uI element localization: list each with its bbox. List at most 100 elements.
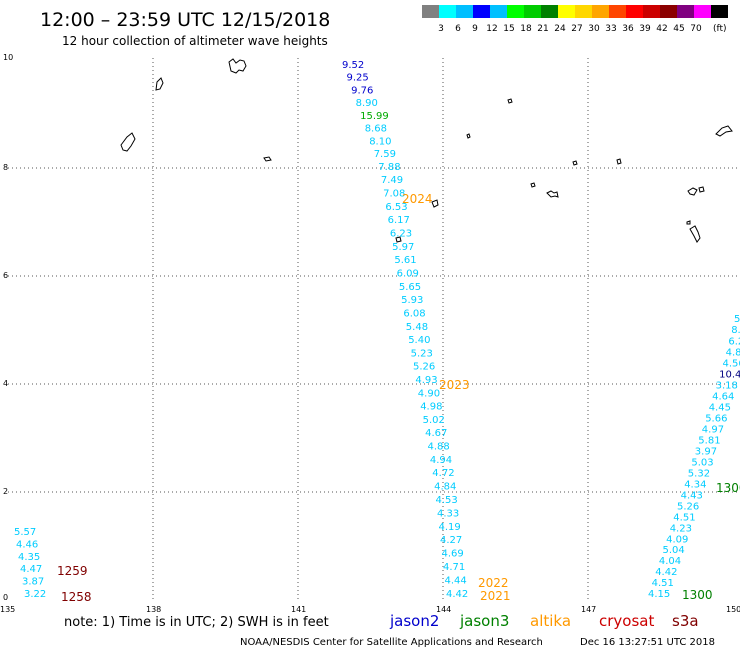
swh-value: 4.71 [443,562,465,573]
time-label: 1300 [716,481,740,495]
swh-value: 5.40 [408,335,430,346]
swh-value: 5.26 [413,362,435,373]
swh-value: 4.84 [434,482,456,493]
legend-label: 18 [520,24,532,34]
swh-value: 4.15 [648,589,670,600]
legend-swatch [609,5,626,18]
swh-value: 5.81 [698,436,720,447]
island-outline [616,158,622,165]
longitude-tick: 150 [726,605,740,614]
satellite-name: jason2 [389,612,439,630]
footer-note: note: 1) Time is in UTC; 2) SWH is in fe… [64,615,329,630]
legend-swatch [422,5,439,18]
swh-value: 15.99 [360,111,389,122]
swh-value: 8.90 [356,98,378,109]
axis-ticks: 135 138 141 144 147 150 0 2 4 6 8 10 [0,53,740,614]
time-label: 2023 [439,378,470,392]
legend-swatch [626,5,643,18]
island-outline [228,58,247,74]
swh-value: 4.90 [418,388,440,399]
swh-value: 3.97 [695,447,717,458]
swh-value: 5.57 [14,527,36,538]
legend-swatch [677,5,694,18]
swh-value: 4.45 [709,403,731,414]
latitude-tick: 6 [3,271,8,280]
latitude-tick: 2 [3,487,8,496]
swh-value: 5.23 [411,348,433,359]
legend-label: 3 [438,24,444,34]
time-label: 1300 [682,588,713,602]
swh-value: 3.87 [22,577,44,588]
swh-value: 4.97 [702,425,724,436]
island-outline [263,156,272,162]
swh-value: 5.03 [691,458,713,469]
swh-value: 7.49 [381,175,403,186]
swh-value: 4.23 [670,523,692,534]
swh-value: 4.27 [440,535,462,546]
coastlines [120,58,733,243]
swh-value: 4.88 [428,442,450,453]
map-title: 12:00 – 23:59 UTC 12/15/2018 [40,9,330,31]
swh-value: 4.19 [439,522,461,533]
legend-label: 36 [622,24,634,34]
legend-swatch [490,5,507,18]
swh-value: 8.68 [365,124,387,135]
longitude-tick: 138 [146,605,161,614]
legend-swatch [456,5,473,18]
swh-value: 5.02 [423,415,445,426]
legend-label: 33 [605,24,616,34]
legend-label: 21 [537,24,548,34]
satellite-name: cryosat [599,612,654,630]
swh-value: 4.34 [684,480,706,491]
island-outline [572,160,578,166]
legend-label: 9 [472,24,478,34]
swh-value: 6.2 [728,336,740,347]
longitude-tick: 141 [291,605,306,614]
swh-value: 5.32 [688,469,710,480]
satellite-tracks: 9.52 9.25 9.768.90 15.99 8.688.10 7.59 7.88 7.4… [14,60,740,600]
footer-credit: NOAA/NESDIS Center for Satellite Applica… [240,637,543,648]
longitude-tick: 135 [0,605,15,614]
swh-value: 4.42 [446,589,468,600]
swh-value: 4.44 [445,576,467,587]
island-outline [530,182,536,188]
swh-value: 5.61 [394,255,416,266]
legend-swatch [592,5,609,18]
swh-value: 3.22 [24,589,46,600]
island-outline [546,190,559,198]
swh-value: 5.04 [663,545,685,556]
latitude-tick: 4 [3,379,8,388]
swh-value: 5.66 [705,414,727,425]
legend-label: 45 [673,24,684,34]
latitude-tick: 8 [3,163,8,172]
island-outline [687,187,698,196]
satellite-name: altika [530,612,571,630]
legend-label: 42 [656,24,667,34]
legend-swatch [711,5,728,18]
legend-swatch [473,5,490,18]
swh-value: 4.47 [20,564,42,575]
satellite-name: s3a [672,612,699,630]
swh-value: 3.18 [716,381,738,392]
swh-value: 6.17 [388,215,410,226]
swh-value: 9.52 [342,60,364,71]
swh-value: 4.43 [681,491,703,502]
swh-value: 4.64 [712,392,734,403]
swh-value: 4.04 [659,556,681,567]
swh-value: 6.08 [403,309,425,320]
island-outline [689,225,701,243]
legend-label: 15 [503,24,514,34]
swh-value: 6.23 [390,229,412,240]
legend-swatch [575,5,592,18]
swh-value: 7.88 [378,162,400,173]
time-label: 2022 [478,576,509,590]
swh-value: 5.97 [392,242,414,253]
legend-swatch [643,5,660,18]
swh-value: 4.94 [430,455,452,466]
longitude-tick: 144 [436,605,451,614]
swh-value: 10.46 [719,370,740,381]
legend-swatch [660,5,677,18]
time-label: 2024 [402,192,433,206]
